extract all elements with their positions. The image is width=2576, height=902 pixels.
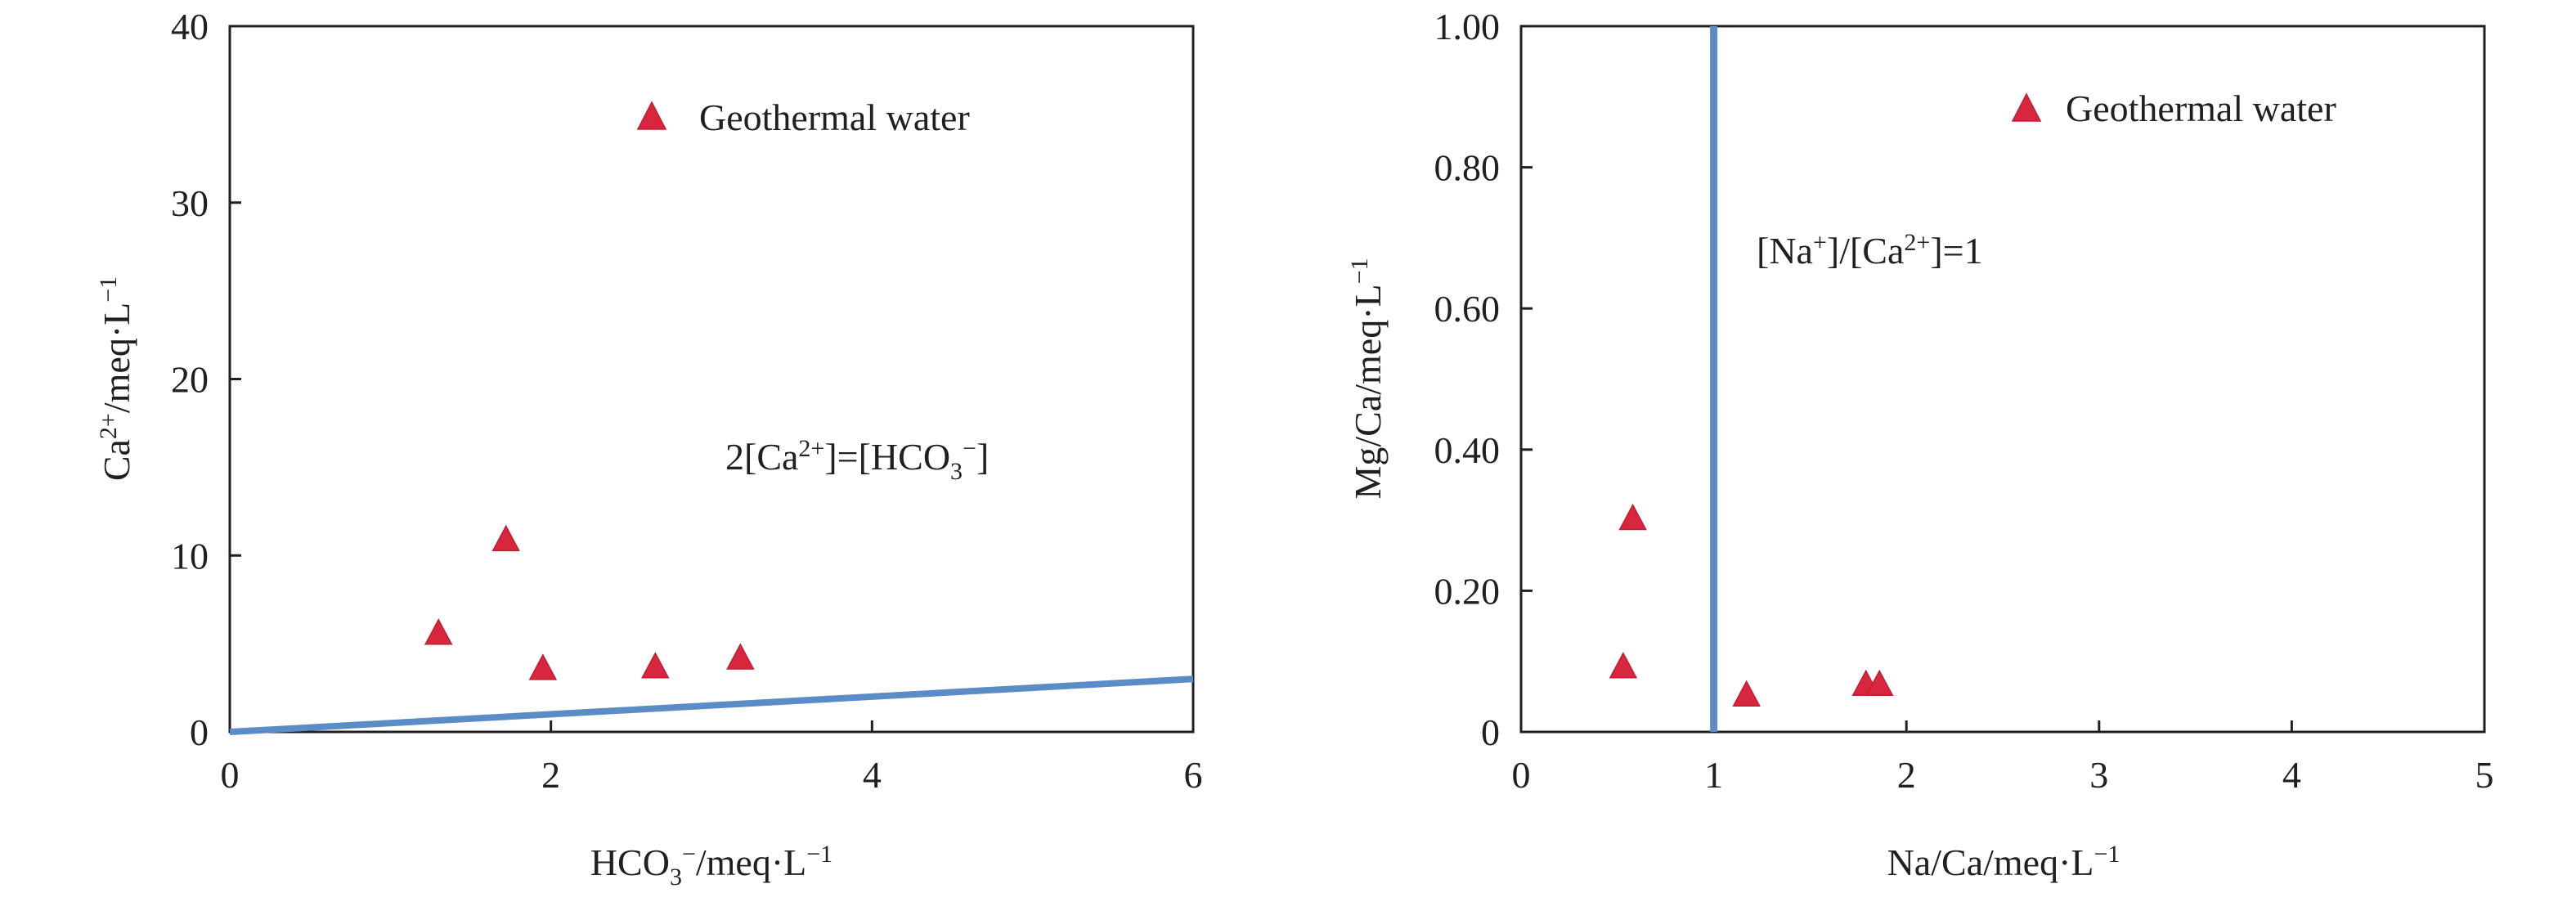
- y-tick-labels: 0 10 20 30 40: [171, 6, 241, 753]
- chart-ca-vs-hco3: 0 10 20 30 40 0 2 4 6 Geothermal water 2[Ca2+]=…: [95, 6, 1203, 891]
- y-tick-label: 0.20: [1434, 570, 1501, 612]
- x-tick-label: 3: [2089, 754, 2108, 796]
- data-point-triangle: [726, 643, 755, 670]
- x-tick-label: 2: [1897, 754, 1916, 796]
- data-point-triangle: [1609, 652, 1638, 679]
- y-tick-label: 0.80: [1434, 147, 1501, 189]
- x-tick-label: 0: [1512, 754, 1531, 796]
- x-axis-title: Na/Ca/meq·L−1: [1887, 841, 2120, 883]
- legend-triangle-marker: [636, 101, 667, 130]
- data-point-triangle: [1732, 680, 1761, 707]
- data-point-triangle: [491, 524, 520, 552]
- reference-line-label: [Na+]/[Ca2+]=1: [1757, 229, 1983, 271]
- y-axis-title: Ca2+/meq·L−1: [95, 276, 137, 481]
- x-tick-label: 2: [541, 754, 560, 796]
- reference-line: [229, 675, 1194, 735]
- x-tick-label: 1: [1704, 754, 1723, 796]
- y-axis-title: Mg/Ca/meq·L−1: [1346, 258, 1389, 499]
- y-tick-labels: 0 0.20 0.40 0.60 0.80 1.00: [1434, 6, 1533, 753]
- x-tick-label: 5: [2475, 754, 2494, 796]
- x-tick-label: 0: [221, 754, 240, 796]
- x-tick-labels: 0 1 2 3 4 5: [1512, 720, 2494, 796]
- reference-line-diagonal: [229, 675, 1194, 735]
- data-point-triangle: [1618, 503, 1647, 531]
- y-tick-label: 30: [171, 182, 209, 224]
- x-tick-label: 6: [1184, 754, 1203, 796]
- data-points: [424, 524, 755, 680]
- data-point-triangle: [1865, 669, 1894, 697]
- y-tick-label: 0: [1481, 711, 1500, 753]
- y-tick-label: 0: [190, 711, 209, 753]
- y-tick-label: 0.40: [1434, 429, 1501, 471]
- data-point-triangle: [424, 618, 453, 645]
- legend-triangle-marker: [2011, 92, 2042, 122]
- plot-frame: [1519, 25, 2486, 734]
- y-tick-label: 1.00: [1434, 6, 1501, 47]
- x-tick-labels: 0 2 4 6: [221, 720, 1203, 796]
- data-point-triangle: [528, 653, 558, 680]
- y-tick-label: 20: [171, 359, 209, 401]
- data-points: [1609, 503, 1894, 707]
- y-tick-label: 10: [171, 535, 209, 577]
- legend: Geothermal water: [636, 96, 970, 138]
- x-tick-label: 4: [863, 754, 882, 796]
- legend-label: Geothermal water: [2066, 88, 2336, 129]
- chart-mgca-vs-naca: 0 0.20 0.40 0.60 0.80 1.00 0 1 2 3 4 5 Geothermal …: [1346, 6, 2494, 883]
- legend-label: Geothermal water: [699, 96, 970, 138]
- reference-line-label: 2[Ca2+]=[HCO3−]: [725, 435, 989, 485]
- data-point-triangle: [641, 652, 670, 679]
- x-tick-label: 4: [2282, 754, 2301, 796]
- y-tick-label: 0.60: [1434, 288, 1501, 330]
- y-tick-label: 40: [171, 6, 209, 47]
- legend: Geothermal water: [2011, 88, 2336, 129]
- x-axis-title: HCO3−/meq·L−1: [590, 841, 832, 891]
